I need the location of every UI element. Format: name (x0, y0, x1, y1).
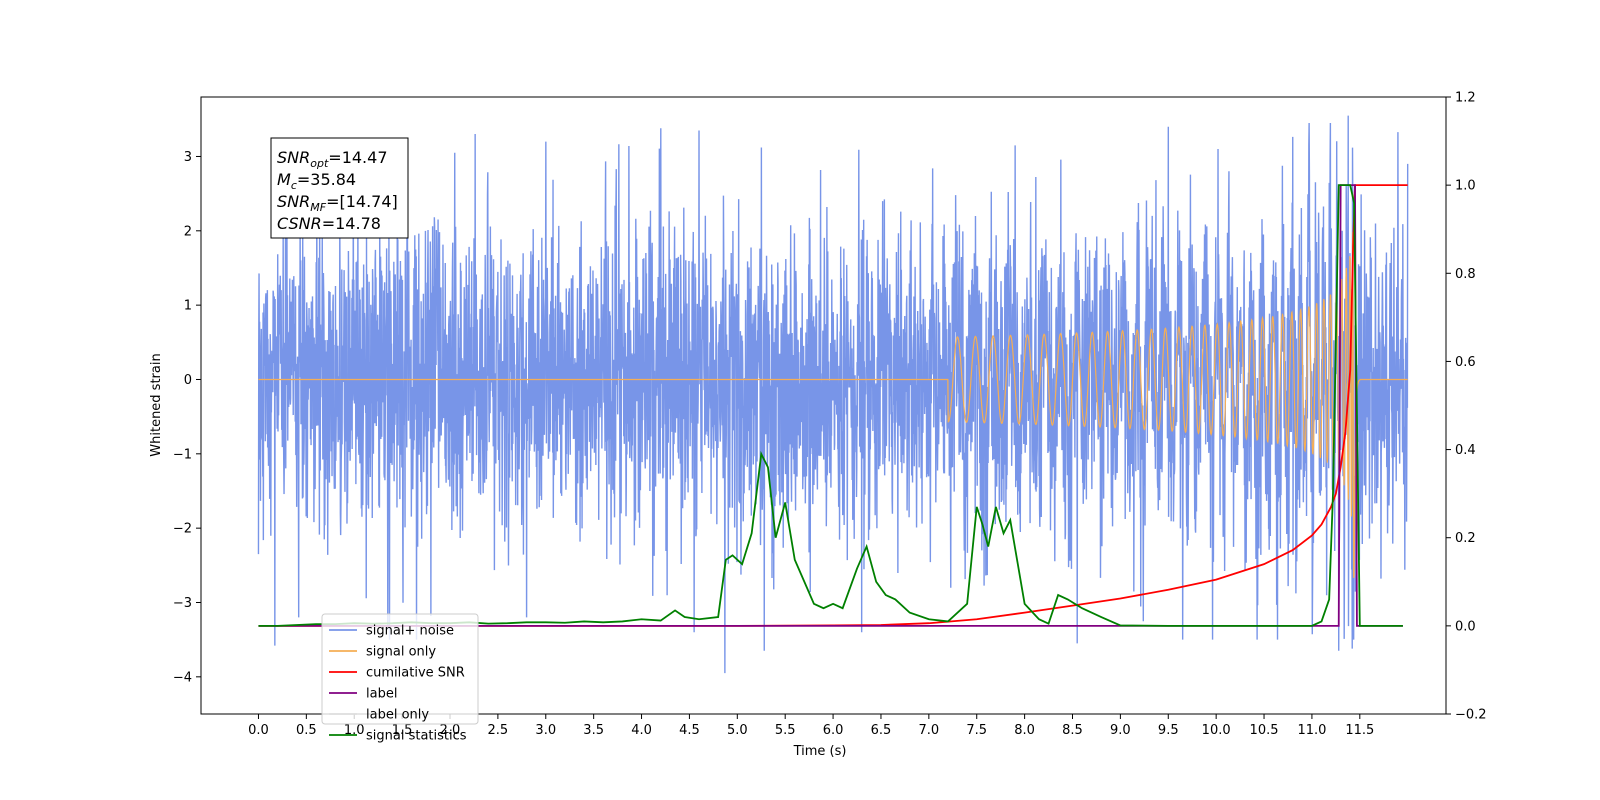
x-axis: 0.0 0.5 1.0 1.5 2.0 2.5 3.0 3.5 4.0 4.5 5.0 5.5 6.0 6… (248, 714, 1374, 738)
x-tick-label: 9.0 (1110, 723, 1131, 738)
legend-label: signal statistics (366, 729, 467, 744)
x-tick-label: 1.5 (392, 723, 413, 738)
annotation-value: =35.84 (297, 170, 356, 189)
annotation-line: SNRMF=[14.74] (277, 192, 398, 214)
x-tick-label: 0.5 (296, 723, 317, 738)
annotation-lines: SNRopt=14.47Mc=35.84SNRMF=[14.74]CSNR=14… (277, 148, 398, 233)
x-tick-label: 10.5 (1250, 723, 1279, 738)
annotation-subscript: c (291, 179, 297, 192)
y2-tick-label: −0.2 (1455, 708, 1487, 723)
y-axis-title: Whitened strain (149, 353, 164, 456)
y-tick-label: 1 (184, 299, 192, 314)
x-tick-label: 5.5 (775, 723, 796, 738)
annotation-box: SNRopt=14.47Mc=35.84SNRMF=[14.74]CSNR=14… (270, 137, 409, 239)
x-tick-label: 5.0 (727, 723, 748, 738)
x-tick-label: 4.0 (631, 723, 652, 738)
y-tick-label: −4 (173, 670, 192, 685)
y-tick-label: −3 (173, 596, 192, 611)
x-tick-label: 11.0 (1297, 723, 1326, 738)
annotation-symbol: SNR (277, 192, 310, 211)
x-tick-label: 6.0 (823, 723, 844, 738)
y2-tick-label: 0.8 (1455, 267, 1476, 282)
y2-tick-label: 0.6 (1455, 355, 1476, 370)
y-tick-label: 3 (184, 150, 192, 165)
y-axis-right: −0.2 0.0 0.2 0.4 0.6 0.8 1.0 1.2 (1446, 91, 1487, 723)
y2-tick-label: 1.0 (1455, 179, 1476, 194)
legend-label: label (366, 687, 397, 702)
plot-frame (200, 96, 1447, 715)
x-tick-label: 10.0 (1202, 723, 1231, 738)
y-axis-left: −4 −3 −2 −1 0 1 2 3 (173, 150, 201, 685)
legend-frame (321, 613, 479, 725)
annotation-frame (270, 137, 409, 239)
series-line-signal-only (258, 232, 1408, 578)
x-tick-label: 2.5 (488, 723, 509, 738)
series-line-signal-noise (257, 115, 1409, 674)
x-tick-label: 0.0 (248, 723, 269, 738)
annotation-symbol: M (277, 170, 291, 189)
x-tick-label: 6.5 (871, 723, 892, 738)
series-line-signal-statistics (258, 184, 1403, 627)
x-tick-label: 8.5 (1062, 723, 1083, 738)
legend-label: signal+ noise (366, 624, 454, 639)
x-tick-label: 7.5 (966, 723, 987, 738)
x-tick-label: 7.0 (919, 723, 940, 738)
y-tick-label: 2 (184, 224, 192, 239)
x-axis-title: Time (s) (793, 744, 847, 759)
annotation-line: CSNR=14.78 (277, 214, 381, 233)
y2-tick-label: 0.0 (1455, 619, 1476, 634)
annotation-value: =[14.74] (326, 192, 398, 211)
legend-items: signal+ noise signal only cumilative SNR la… (329, 624, 467, 744)
y2-tick-label: 0.2 (1455, 531, 1476, 546)
annotation-line: SNRopt=14.47 (277, 148, 388, 170)
y2-tick-label: 1.2 (1455, 91, 1476, 106)
x-tick-label: 11.5 (1345, 723, 1374, 738)
x-tick-label: 3.0 (535, 723, 556, 738)
y-tick-label: 0 (184, 373, 192, 388)
annotation-value: =14.47 (328, 148, 387, 167)
legend-label: signal only (366, 645, 436, 660)
y2-tick-label: 0.4 (1455, 443, 1476, 458)
legend-label: cumilative SNR (366, 666, 465, 681)
legend-label: label only (366, 708, 429, 723)
annotation-subscript: opt (310, 157, 329, 170)
legend: signal+ noise signal only cumilative SNR la… (321, 613, 479, 744)
x-tick-label: 9.5 (1158, 723, 1179, 738)
annotation-symbol: CSNR (277, 214, 322, 233)
series-layer (257, 115, 1409, 674)
x-tick-label: 8.0 (1014, 723, 1035, 738)
x-tick-label: 3.5 (583, 723, 604, 738)
annotation-line: Mc=35.84 (277, 170, 356, 192)
annotation-value: =14.78 (322, 214, 381, 233)
y-tick-label: −2 (173, 522, 192, 537)
annotation-subscript: MF (310, 201, 326, 214)
y-tick-label: −1 (173, 447, 192, 462)
x-tick-label: 2.0 (440, 723, 461, 738)
x-tick-label: 4.5 (679, 723, 700, 738)
annotation-symbol: SNR (277, 148, 310, 167)
